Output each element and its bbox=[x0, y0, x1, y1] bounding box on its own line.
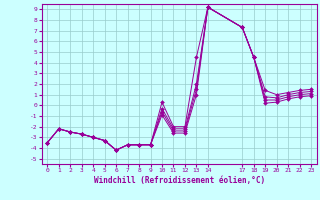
X-axis label: Windchill (Refroidissement éolien,°C): Windchill (Refroidissement éolien,°C) bbox=[94, 176, 265, 185]
